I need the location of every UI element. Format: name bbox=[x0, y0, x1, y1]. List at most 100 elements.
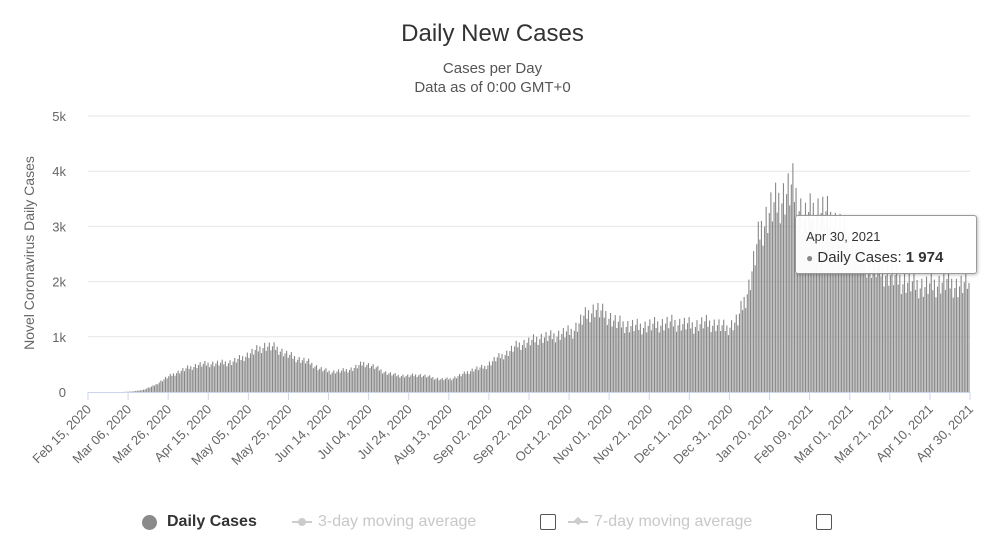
daily-cases-bar[interactable] bbox=[364, 367, 366, 392]
daily-cases-bar[interactable] bbox=[465, 373, 467, 392]
daily-cases-bar[interactable] bbox=[724, 331, 726, 392]
daily-cases-bar[interactable] bbox=[966, 288, 968, 392]
daily-cases-bar[interactable] bbox=[374, 368, 376, 392]
daily-cases-bar[interactable] bbox=[932, 290, 934, 392]
daily-cases-bar[interactable] bbox=[578, 323, 580, 392]
daily-cases-bar[interactable] bbox=[273, 342, 275, 392]
daily-cases-bar[interactable] bbox=[160, 380, 162, 393]
daily-cases-bar[interactable] bbox=[499, 358, 502, 392]
daily-cases-bar[interactable] bbox=[723, 319, 725, 392]
daily-cases-bar[interactable] bbox=[531, 339, 533, 392]
daily-cases-bar[interactable] bbox=[141, 390, 143, 392]
daily-cases-bar[interactable] bbox=[534, 342, 536, 392]
daily-cases-bar[interactable] bbox=[674, 320, 676, 392]
daily-cases-bar[interactable] bbox=[433, 379, 435, 392]
daily-cases-bar[interactable] bbox=[451, 380, 453, 392]
daily-cases-bar[interactable] bbox=[174, 375, 176, 392]
daily-cases-bar[interactable] bbox=[754, 265, 756, 392]
daily-cases-bar[interactable] bbox=[226, 366, 228, 392]
daily-cases-bar[interactable] bbox=[680, 330, 682, 392]
daily-cases-bar[interactable] bbox=[595, 309, 597, 392]
daily-cases-bar[interactable] bbox=[960, 275, 962, 392]
daily-cases-bar[interactable] bbox=[482, 368, 484, 392]
daily-cases-bar[interactable] bbox=[380, 369, 382, 392]
daily-cases-bar[interactable] bbox=[586, 318, 588, 392]
daily-cases-bar[interactable] bbox=[413, 376, 415, 392]
daily-cases-bar[interactable] bbox=[850, 245, 852, 392]
daily-cases-bar[interactable] bbox=[949, 288, 951, 392]
daily-cases-bar[interactable] bbox=[938, 275, 940, 392]
daily-cases-bar[interactable] bbox=[510, 345, 513, 392]
daily-cases-bar[interactable] bbox=[133, 391, 135, 392]
daily-cases-bar[interactable] bbox=[521, 345, 524, 392]
daily-cases-bar[interactable] bbox=[666, 316, 668, 392]
daily-cases-bar[interactable] bbox=[682, 324, 684, 392]
daily-cases-bar[interactable] bbox=[377, 365, 379, 392]
daily-cases-bar[interactable] bbox=[628, 332, 630, 392]
daily-cases-bar[interactable] bbox=[437, 377, 439, 392]
daily-cases-bar[interactable] bbox=[745, 308, 747, 392]
daily-cases-bar[interactable] bbox=[424, 374, 426, 392]
daily-cases-bar[interactable] bbox=[144, 389, 146, 392]
daily-cases-bar[interactable] bbox=[933, 279, 935, 392]
daily-cases-bar[interactable] bbox=[569, 334, 571, 392]
daily-cases-bar[interactable] bbox=[930, 272, 932, 392]
daily-cases-bar[interactable] bbox=[532, 334, 535, 392]
daily-cases-bar[interactable] bbox=[814, 231, 816, 392]
daily-cases-bar[interactable] bbox=[422, 375, 424, 392]
daily-cases-bar[interactable] bbox=[815, 214, 818, 392]
daily-cases-bar[interactable] bbox=[493, 357, 495, 392]
daily-cases-bar[interactable] bbox=[687, 323, 689, 392]
daily-cases-bar[interactable] bbox=[633, 331, 635, 392]
daily-cases-bar[interactable] bbox=[742, 310, 744, 392]
daily-cases-bar[interactable] bbox=[309, 364, 311, 392]
daily-cases-bar[interactable] bbox=[169, 373, 171, 392]
daily-cases-bar[interactable] bbox=[883, 286, 885, 392]
daily-cases-bar[interactable] bbox=[963, 282, 965, 392]
daily-cases-bar[interactable] bbox=[782, 183, 785, 392]
daily-cases-bar[interactable] bbox=[388, 373, 390, 392]
daily-cases-bar[interactable] bbox=[498, 353, 500, 392]
daily-cases-bar[interactable] bbox=[393, 374, 395, 392]
daily-cases-bar[interactable] bbox=[885, 275, 887, 392]
daily-cases-bar[interactable] bbox=[738, 313, 740, 392]
daily-cases-bar[interactable] bbox=[872, 266, 874, 392]
daily-cases-bar[interactable] bbox=[762, 245, 764, 392]
daily-cases-bar[interactable] bbox=[188, 368, 190, 392]
daily-cases-bar[interactable] bbox=[965, 271, 967, 392]
daily-cases-bar[interactable] bbox=[179, 373, 181, 392]
daily-cases-bar[interactable] bbox=[172, 373, 174, 392]
daily-cases-bar[interactable] bbox=[501, 353, 503, 392]
daily-cases-bar[interactable] bbox=[944, 289, 946, 392]
daily-cases-bar[interactable] bbox=[891, 264, 893, 392]
daily-cases-bar[interactable] bbox=[760, 220, 762, 392]
daily-cases-bar[interactable] bbox=[183, 371, 185, 392]
daily-cases-bar[interactable] bbox=[358, 365, 360, 392]
daily-cases-bar[interactable] bbox=[609, 312, 612, 392]
daily-cases-bar[interactable] bbox=[139, 390, 141, 392]
daily-cases-bar[interactable] bbox=[768, 212, 770, 392]
daily-cases-bar[interactable] bbox=[339, 372, 341, 392]
daily-cases-bar[interactable] bbox=[253, 354, 255, 392]
daily-cases-bar[interactable] bbox=[509, 350, 511, 392]
daily-cases-bar[interactable] bbox=[463, 371, 465, 392]
daily-cases-bar[interactable] bbox=[587, 310, 590, 392]
daily-cases-bar[interactable] bbox=[311, 362, 313, 392]
daily-cases-bar[interactable] bbox=[664, 323, 667, 392]
daily-cases-bar[interactable] bbox=[583, 315, 585, 392]
daily-cases-bar[interactable] bbox=[798, 211, 800, 392]
daily-cases-bar[interactable] bbox=[567, 325, 569, 392]
daily-cases-bar[interactable] bbox=[842, 228, 844, 392]
daily-cases-bar[interactable] bbox=[224, 361, 226, 392]
daily-cases-bar[interactable] bbox=[199, 362, 201, 392]
daily-cases-bar[interactable] bbox=[545, 332, 547, 392]
daily-cases-bar[interactable] bbox=[726, 325, 728, 392]
daily-cases-bar[interactable] bbox=[198, 364, 200, 392]
daily-cases-bar[interactable] bbox=[800, 198, 802, 392]
daily-cases-bar[interactable] bbox=[913, 271, 915, 392]
daily-cases-bar[interactable] bbox=[619, 315, 621, 392]
daily-cases-bar[interactable] bbox=[287, 357, 289, 392]
daily-cases-bar[interactable] bbox=[855, 249, 857, 392]
daily-cases-bar[interactable] bbox=[808, 211, 810, 392]
